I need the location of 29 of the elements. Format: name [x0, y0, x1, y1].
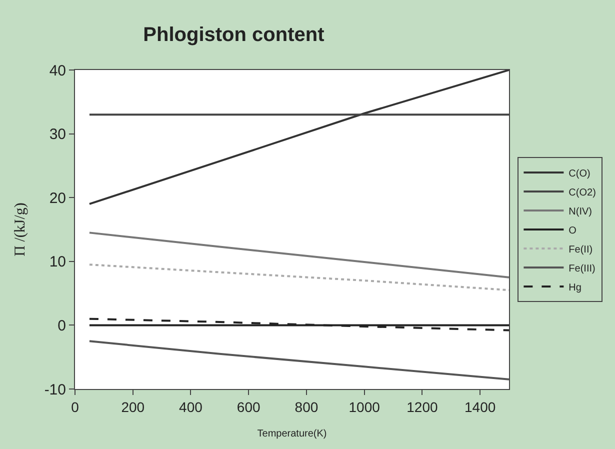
chart-title: Phlogiston content	[143, 24, 325, 46]
y-tick-label: 20	[49, 190, 66, 207]
x-tick-label: 0	[71, 398, 80, 415]
x-axis-title: Temperature(K)	[257, 428, 327, 440]
y-tick-label: 40	[49, 62, 66, 80]
line-series	[88, 70, 509, 205]
x-tick-label: 600	[236, 398, 260, 415]
y-tick-label: -10	[44, 381, 66, 398]
x-tick-label: 1200	[406, 398, 438, 415]
legend-label: C(O)	[568, 168, 590, 180]
legend-label: O	[568, 225, 577, 236]
legend-label: Hg	[568, 282, 582, 294]
x-tick-label: 400	[179, 398, 203, 415]
line-series	[88, 318, 509, 332]
legend-label: N(IV)	[568, 206, 592, 218]
legend-label: Fe(III)	[568, 263, 596, 274]
x-tick-label: 200	[121, 398, 145, 415]
y-tick-label: 30	[49, 126, 66, 144]
y-tick-label: 10	[49, 254, 66, 271]
x-tick-label: 800	[294, 398, 318, 415]
line-series	[88, 264, 509, 292]
x-tick-label: 1000	[348, 398, 380, 415]
legend-label: C(O2)	[568, 187, 596, 198]
y-tick-label: 0	[58, 317, 66, 334]
x-tick-label: 1400	[464, 398, 496, 415]
y-axis-title: Π /(kJ/g)	[12, 202, 29, 256]
line-series	[88, 340, 509, 380]
legend-label: Fe(II)	[568, 244, 593, 256]
line-series	[88, 232, 509, 278]
